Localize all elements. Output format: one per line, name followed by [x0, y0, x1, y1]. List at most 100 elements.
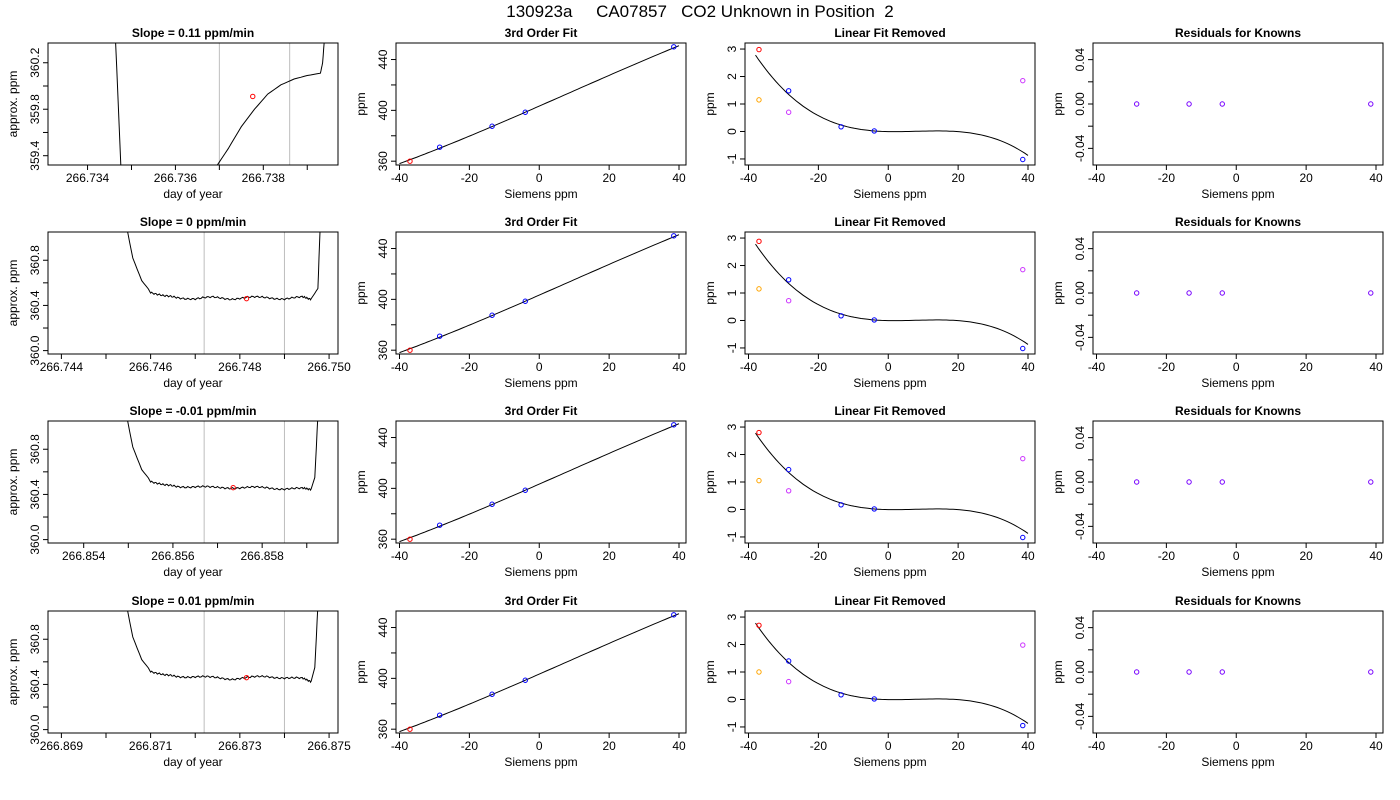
series-line — [216, 43, 325, 165]
panel-r4-c2: 3rd Order Fit -40 -20 0 20 40 360 400 440 Siemens… — [354, 594, 687, 769]
panel-title: 3rd Order Fit — [505, 215, 578, 229]
x-tick-label: -40 — [1088, 739, 1106, 753]
x-tick-label: 0 — [1233, 360, 1240, 374]
y-tick-label: 0.00 — [1073, 281, 1087, 305]
y-tick-label: 360 — [376, 529, 390, 549]
data-point — [489, 312, 495, 318]
data-point — [1186, 479, 1192, 485]
y-axis-label: ppm — [703, 281, 717, 304]
panel-r3-c4: Residuals for Knowns -40 -20 0 20 40 -0.04 0.00… — [1051, 404, 1384, 579]
y-tick-label: 360.0 — [28, 714, 42, 744]
y-tick-label: 360 — [376, 719, 390, 739]
y-tick-label: 440 — [376, 238, 390, 258]
y-tick-label: 0.04 — [1073, 237, 1087, 261]
x-axis-label: Siemens ppm — [504, 565, 577, 579]
x-tick-label: 0 — [1233, 739, 1240, 753]
panel-title: Residuals for Knowns — [1175, 26, 1301, 40]
data-point — [1020, 345, 1026, 352]
y-axis-label: ppm — [354, 470, 368, 493]
data-point — [785, 109, 792, 115]
plot-frame — [395, 610, 687, 734]
x-tick-label: 266.744 — [40, 360, 84, 374]
fit-curve — [399, 45, 680, 165]
x-tick-label: -20 — [1158, 171, 1176, 185]
x-tick-label: 266.854 — [62, 549, 106, 563]
y-tick-label: 360.4 — [28, 479, 42, 509]
x-axis-label: Siemens ppm — [1201, 755, 1274, 769]
data-point — [522, 109, 528, 115]
x-tick-label: 0 — [1233, 171, 1240, 185]
data-point — [243, 295, 250, 302]
plot-frame — [744, 42, 1036, 166]
x-tick-label: 0 — [885, 360, 892, 374]
data-point — [489, 501, 495, 507]
x-tick-label: 0 — [885, 739, 892, 753]
data-point — [671, 422, 677, 428]
panel-r2-c2: 3rd Order Fit -40 -20 0 20 40 360 400 440 Siemens… — [354, 215, 687, 390]
y-tick-label: 2 — [725, 641, 739, 648]
data-point — [785, 466, 792, 473]
data-point — [1219, 101, 1225, 107]
y-tick-label: 1 — [725, 668, 739, 675]
data-point — [522, 677, 528, 683]
x-tick-label: -40 — [391, 549, 409, 563]
panel-r2-c3: Linear Fit Removed -40 -20 0 20 40 -1 0 1 2 3 Sieme… — [703, 215, 1036, 390]
data-point — [785, 88, 792, 94]
fit-curve — [399, 423, 680, 543]
y-tick-label: 360.8 — [28, 434, 42, 464]
y-axis-label: approx. ppm — [6, 639, 20, 706]
x-tick-label: 40 — [672, 360, 686, 374]
data-point — [230, 484, 236, 491]
x-tick-label: -20 — [810, 549, 828, 563]
data-point — [522, 487, 528, 493]
plot-frame — [47, 42, 339, 166]
data-point — [436, 144, 443, 150]
data-point — [671, 233, 677, 239]
y-tick-label: 440 — [376, 427, 390, 447]
x-axis-label: Siemens ppm — [1201, 187, 1274, 201]
data-point — [1368, 290, 1374, 296]
data-point — [1133, 101, 1140, 107]
fit-curve — [755, 432, 1029, 534]
data-point — [756, 477, 762, 484]
x-tick-label: 266.873 — [218, 739, 262, 753]
x-axis-label: day of year — [163, 565, 222, 579]
panel-title: Residuals for Knowns — [1175, 594, 1301, 608]
panel-title: 3rd Order Fit — [505, 594, 578, 608]
x-tick-label: 20 — [951, 360, 965, 374]
data-point — [1020, 534, 1026, 541]
panel-title: Linear Fit Removed — [834, 594, 945, 608]
x-tick-label: -20 — [1158, 739, 1176, 753]
plot-frame — [395, 420, 687, 544]
x-tick-label: 0 — [885, 549, 892, 563]
x-tick-label: 266.746 — [129, 360, 173, 374]
data-point — [1219, 290, 1225, 296]
y-tick-label: 2 — [725, 262, 739, 269]
y-tick-label: 3 — [725, 423, 739, 430]
data-point — [756, 286, 762, 292]
x-axis-label: Siemens ppm — [1201, 376, 1274, 390]
series-line — [127, 232, 321, 301]
y-axis-label: ppm — [354, 660, 368, 683]
y-tick-label: 360.8 — [28, 624, 42, 654]
x-tick-label: -40 — [740, 739, 758, 753]
x-tick-label: -20 — [461, 549, 479, 563]
y-tick-label: 360.0 — [28, 524, 42, 554]
data-point — [785, 297, 792, 304]
x-tick-label: -40 — [391, 360, 409, 374]
x-tick-label: 40 — [1021, 739, 1035, 753]
plot-frame — [395, 42, 687, 166]
y-axis-label: ppm — [354, 281, 368, 304]
plot-frame — [1092, 231, 1384, 355]
panel-title: 3rd Order Fit — [505, 404, 578, 418]
data-point — [407, 158, 413, 164]
panel-title: Slope = 0.11 ppm/min — [132, 26, 254, 40]
x-tick-label: -40 — [1088, 549, 1106, 563]
y-tick-label: 3 — [725, 613, 739, 620]
y-axis-label: ppm — [1051, 470, 1065, 493]
fit-curve — [399, 613, 680, 733]
page-title: 130923a CA07857 CO2 Unknown in Position … — [506, 2, 894, 21]
data-point — [838, 692, 844, 698]
x-tick-label: 0 — [536, 549, 543, 563]
